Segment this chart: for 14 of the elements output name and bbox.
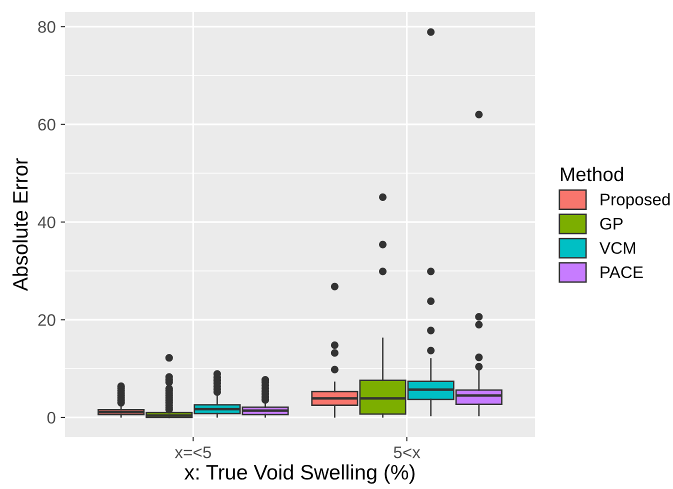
y-tick-label: 20: [38, 314, 56, 326]
legend-label: Proposed: [600, 193, 670, 209]
x-tick-label: x=<5: [174, 446, 212, 458]
legend-label: PACE: [600, 266, 643, 278]
x-axis-title: x: True Void Swelling (%): [184, 464, 415, 484]
legend-title: Method: [560, 166, 624, 182]
y-tick-label: 0: [47, 412, 56, 424]
legend-label: GP: [600, 218, 623, 230]
y-tick-label: 80: [38, 21, 56, 33]
y-tick-label: 60: [38, 118, 56, 131]
y-tick-label: 40: [38, 216, 56, 228]
legend-label: VCM: [599, 242, 636, 254]
x-tick-label: 5<x: [394, 446, 420, 458]
y-axis-title: Absolute Error: [12, 158, 28, 292]
